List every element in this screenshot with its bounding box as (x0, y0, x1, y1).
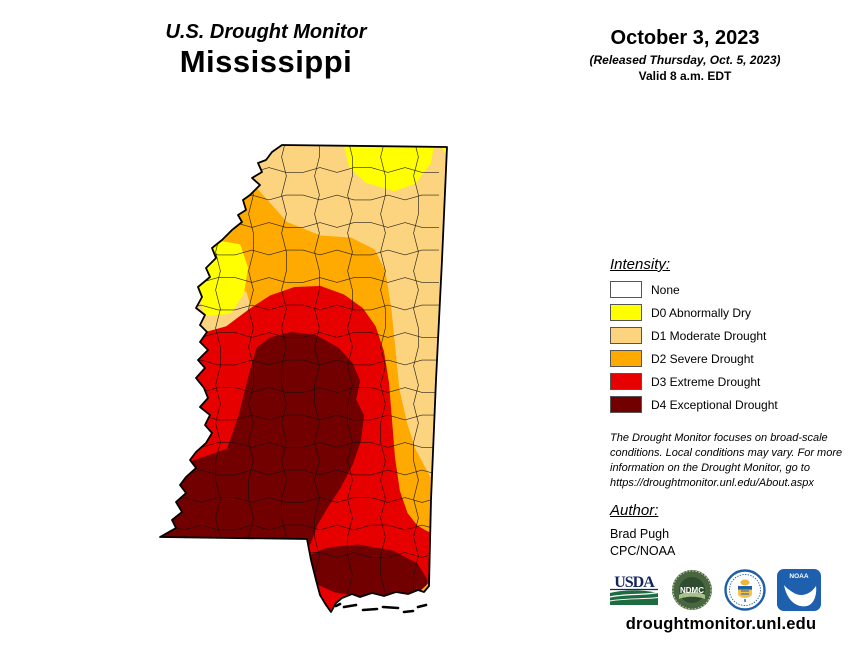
doc-seal-logo (724, 569, 766, 611)
footer-url: droughtmonitor.unl.edu (625, 615, 817, 633)
legend-swatch-none (610, 281, 642, 298)
legend-row-d1: D1 Moderate Drought (610, 327, 845, 344)
legend-label-d1: D1 Moderate Drought (651, 328, 767, 343)
legend-row-d2: D2 Severe Drought (610, 350, 845, 367)
page-title: U.S. Drought Monitor (165, 21, 367, 43)
legend-row-d4: D4 Exceptional Drought (610, 396, 845, 413)
legend-heading: Intensity: (610, 256, 671, 273)
released-date: (Released Thursday, Oct. 5, 2023) (589, 53, 781, 67)
zone-d0-northeast-corner (441, 146, 447, 160)
legend-swatch-d3 (610, 373, 642, 390)
author-heading: Author: (610, 502, 659, 519)
valid-time: Valid 8 a.m. EDT (638, 69, 732, 83)
legend-swatch-d0 (610, 304, 642, 321)
legend-label-d4: D4 Exceptional Drought (651, 397, 778, 412)
map-date: October 3, 2023 (610, 27, 760, 49)
zone-d4-exceptional-coastal (301, 544, 428, 601)
legend-row-d0: D0 Abnormally Dry (610, 304, 845, 321)
barrier-islands (334, 602, 428, 614)
usda-logo-text: USDA (614, 574, 655, 591)
legend-row-d3: D3 Extreme Drought (610, 373, 845, 390)
state-name: Mississippi (179, 44, 353, 79)
logo-row: USDA NDMC NOAA (608, 569, 821, 611)
zone-d0-north (344, 145, 434, 191)
legend-label-d0: D0 Abnormally Dry (651, 305, 752, 320)
date-block: October 3, 2023 (Released Thursday, Oct.… (560, 26, 810, 84)
author-name: Brad Pugh (610, 527, 670, 541)
noaa-logo-text: NOAA (789, 573, 808, 580)
ndmc-logo: NDMC (672, 570, 712, 610)
author-org: CPC/NOAA (610, 544, 676, 558)
disclaimer-text: The Drought Monitor focuses on broad-sca… (610, 432, 843, 489)
legend-label-d2: D2 Severe Drought (651, 351, 754, 366)
author-block: Author: Brad Pugh CPC/NOAA (610, 502, 675, 560)
state-outline (159, 144, 448, 613)
usda-logo: USDA (608, 573, 660, 607)
legend-label-none: None (651, 282, 680, 297)
legend-swatch-d1 (610, 327, 642, 344)
legend-swatch-d2 (610, 350, 642, 367)
noaa-logo: NOAA (777, 569, 821, 611)
legend-label-d3: D3 Extreme Drought (651, 374, 761, 389)
legend-row-none: None (610, 281, 845, 298)
legend-swatch-d4 (610, 396, 642, 413)
ndmc-logo-text: NDMC (680, 586, 704, 595)
zone-d4-exceptional-main (160, 332, 364, 546)
title-block: U.S. Drought Monitor Mississippi (118, 20, 414, 80)
intensity-legend: Intensity: None D0 Abnormally Dry D1 Mod… (610, 256, 845, 419)
